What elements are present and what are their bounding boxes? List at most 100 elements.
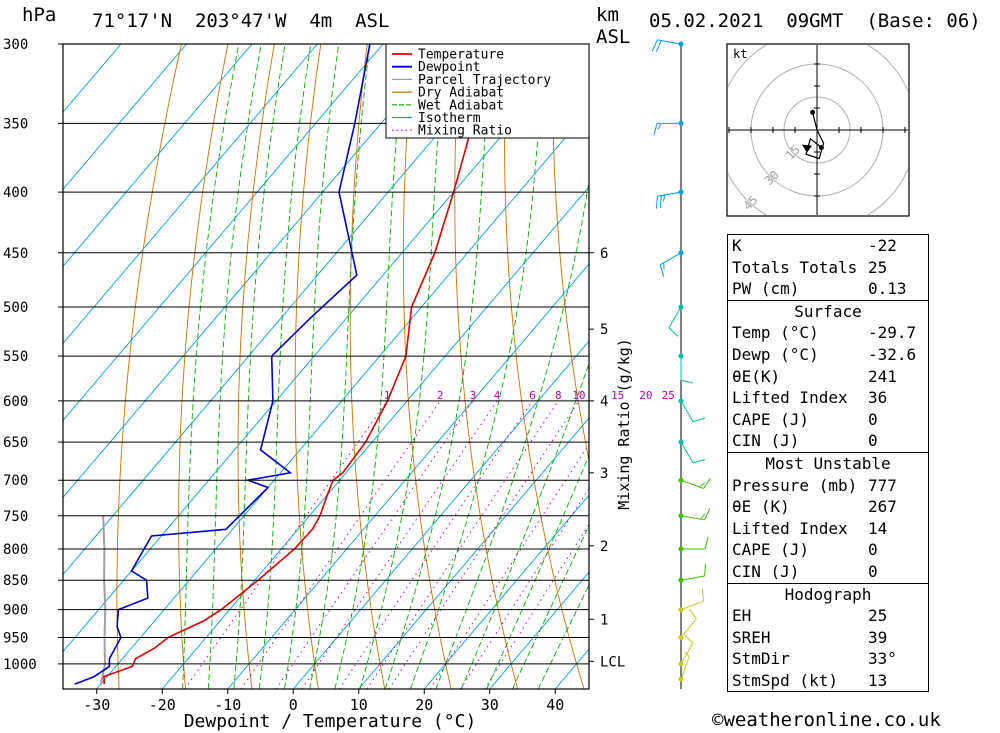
surface-row: CAPE (J) 0 (728, 409, 928, 431)
wet-adiabat-line (359, 44, 446, 689)
wet-adiabat-line (258, 44, 312, 689)
index-row: PW (cm) 0.13 (728, 278, 928, 300)
isotherm-line (358, 417, 589, 689)
asl-label: ASL (596, 26, 631, 48)
wind-barb-flag (659, 264, 665, 277)
wind-barb-shaft (680, 600, 704, 611)
mixing-ratio-line (184, 400, 388, 689)
pressure-label: 350 (3, 116, 28, 132)
mixing-ratio-label: 8 (555, 389, 562, 402)
mixing-ratio-label: 1 (384, 389, 391, 402)
pressure-label: 600 (3, 394, 28, 410)
mixing-ratio-label: 20 (639, 389, 652, 402)
isotherm-line (63, 44, 122, 113)
hodograph-label: EH (732, 606, 752, 626)
wind-barb (651, 39, 684, 53)
dry-adiabat-line (294, 44, 322, 689)
mixing-ratio-label: 6 (529, 389, 536, 402)
most-unstable-label: CIN (J) (732, 561, 800, 581)
mixing-ratio-label: 15 (611, 389, 624, 402)
dry-adiabat-line (402, 44, 452, 689)
surface-label: Dewp (°C) (732, 344, 819, 364)
mixing-ratio-line (484, 523, 589, 689)
wet-adiabat-line (435, 178, 589, 689)
x-tick-label: -10 (214, 696, 241, 714)
dry-adiabat-line (924, 44, 1000, 689)
surface-value: 0 (868, 431, 878, 451)
wind-barb-flag (655, 40, 662, 53)
km-tick-label: 6 (600, 246, 608, 262)
hodograph-row: StmDir 33° (728, 648, 928, 670)
parcel-trajectory-line (99, 515, 107, 685)
isotherm-line (63, 44, 384, 422)
datetime-title: 05.02.2021 09GMT (Base: 06) (649, 10, 981, 32)
wet-adiabat-line (384, 44, 492, 689)
wet-adiabat-line (309, 44, 371, 689)
copyright[interactable]: ©weatheronline.co.uk (712, 709, 941, 731)
dry-adiabat-line (237, 44, 275, 689)
wind-barb-flag (668, 327, 679, 337)
wind-barb (678, 439, 706, 464)
mixing-ratio-label: 25 (662, 389, 675, 402)
dry-adiabat-line (552, 44, 589, 463)
pressure-label: 1000 (3, 657, 37, 673)
hodograph-label: SREH (732, 627, 771, 647)
legend-label: Mixing Ratio (418, 124, 512, 139)
most-unstable-row: Pressure (mb) 777 (728, 475, 928, 497)
legend-label: Parcel Trajectory (418, 73, 551, 88)
surface-label: θE(K) (732, 366, 781, 386)
index-label: Totals Totals (732, 257, 858, 277)
mixing-ratio-line (338, 400, 533, 689)
mixing-ratio-line (275, 400, 474, 689)
pressure-label: 650 (3, 435, 28, 451)
km-tick-label: 4 (600, 394, 608, 410)
surface-section: Surface Temp (°C) -29.7 Dewp (°C) -32.6 θE(K… (728, 299, 928, 452)
most-unstable-value: 14 (868, 518, 888, 538)
most-unstable-label: Pressure (mb) (732, 475, 858, 495)
wind-barb-flag (692, 417, 706, 423)
pressure-label: 950 (3, 630, 28, 646)
surface-row: CIN (J) 0 (728, 430, 928, 452)
wind-barb-flag (659, 195, 662, 208)
km-label: km (596, 4, 619, 26)
surface-row: Lifted Index 36 (728, 387, 928, 409)
wind-barb (678, 353, 694, 384)
x-tick-label: 20 (415, 696, 433, 714)
wind-barb-flag (704, 563, 707, 577)
dry-adiabat-line (504, 44, 585, 689)
wind-barb-shaft (680, 656, 690, 680)
pressure-label: 400 (3, 185, 28, 201)
wet-adiabat-line (233, 44, 286, 689)
pressure-label: 300 (3, 37, 28, 53)
most-unstable-label: CAPE (J) (732, 540, 810, 560)
km-tick-label: 1 (600, 612, 608, 628)
pressure-label: 500 (3, 300, 28, 316)
mixing-ratio-axis-label: Mixing Ratio (g/kg) (615, 338, 633, 510)
surface-value: 36 (868, 388, 888, 408)
legend-label: Isotherm (418, 111, 481, 126)
dry-adiabat-line (454, 44, 519, 689)
surface-label: Temp (°C) (732, 323, 819, 343)
storm-motion-arrow (802, 144, 812, 153)
wind-barb (678, 536, 709, 552)
wind-barb-shaft (668, 306, 682, 329)
wind-barb (655, 189, 684, 209)
most-unstable-value: 267 (868, 497, 897, 517)
wind-barb-flag (651, 39, 658, 52)
hodograph-label: StmDir (732, 649, 790, 669)
pressure-label: 550 (3, 349, 28, 365)
plot-frame (62, 43, 590, 690)
most-unstable-row: Lifted Index 14 (728, 518, 928, 540)
mixing-ratio-line (429, 443, 589, 689)
wet-adiabat-line (460, 362, 589, 689)
wet-adiabat-line (182, 44, 240, 689)
dry-adiabat-line (349, 44, 386, 689)
isotherm-line (63, 44, 580, 653)
dry-adiabat-line (178, 44, 229, 689)
wind-barb (678, 608, 697, 640)
isotherm-line (227, 263, 589, 689)
surface-label: Lifted Index (732, 388, 848, 408)
pressure-label: 800 (3, 542, 28, 558)
legend-label: Wet Adiabat (418, 98, 504, 113)
